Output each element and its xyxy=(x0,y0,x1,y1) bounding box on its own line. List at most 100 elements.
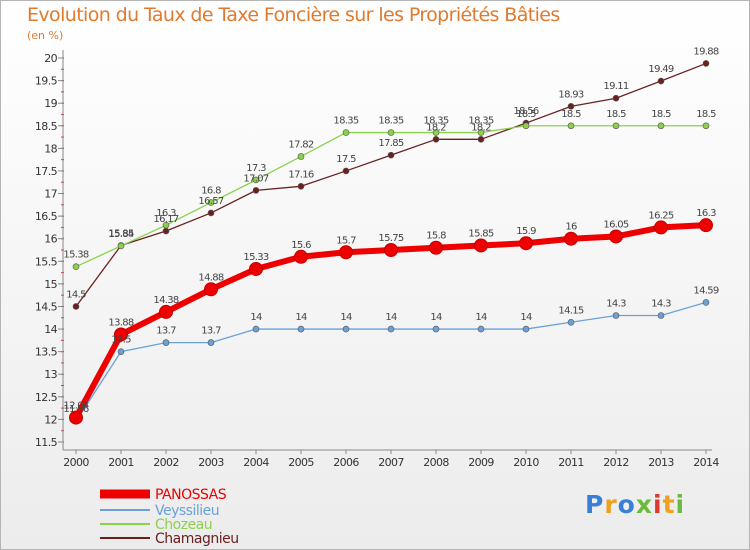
data-label: 18.5 xyxy=(696,109,716,120)
data-point xyxy=(252,187,260,194)
data-label: 16 xyxy=(565,222,577,233)
data-point xyxy=(612,122,620,130)
data-label: 18.2 xyxy=(471,122,491,133)
data-label: 15.85 xyxy=(468,228,493,239)
data-label: 14.5 xyxy=(66,289,86,300)
x-tick-label: 2012 xyxy=(603,456,629,469)
data-label: 17.5 xyxy=(336,154,356,165)
y-tick-label: 17.5 xyxy=(35,165,58,178)
y-tick-label: 16 xyxy=(44,233,57,246)
data-point xyxy=(249,261,263,276)
data-point xyxy=(72,303,80,310)
data-label: 18.5 xyxy=(561,109,581,120)
data-label: 15.85 xyxy=(108,228,133,239)
data-label: 16.17 xyxy=(153,214,178,225)
series-line-chamagnieu xyxy=(75,62,707,308)
y-tick-label: 18 xyxy=(44,142,57,155)
data-label: 12.04 xyxy=(63,401,88,412)
data-label: 13.5 xyxy=(111,335,131,346)
data-label: 19.11 xyxy=(603,81,628,92)
data-point xyxy=(252,176,260,184)
data-point xyxy=(69,410,83,425)
data-label: 14 xyxy=(295,312,307,323)
data-label: 14.3 xyxy=(651,299,671,310)
data-point xyxy=(117,348,125,355)
data-label: 15.33 xyxy=(243,252,268,263)
chart-title: Evolution du Taux de Taxe Foncière sur l… xyxy=(27,4,560,26)
data-label: 14 xyxy=(385,312,397,323)
data-label: 11.96 xyxy=(63,404,88,415)
data-point xyxy=(429,240,443,255)
x-tick-label: 2006 xyxy=(333,456,359,469)
data-point xyxy=(72,263,80,271)
y-tick-label: 12 xyxy=(44,413,57,426)
y-tick-label: 14.5 xyxy=(35,300,58,313)
data-point xyxy=(657,77,665,85)
data-label: 14 xyxy=(520,312,532,323)
data-point xyxy=(387,151,395,159)
data-label: 16.3 xyxy=(156,208,176,219)
data-label: 18.93 xyxy=(558,89,583,100)
data-label: 17.85 xyxy=(378,138,403,149)
data-label: 15.8 xyxy=(426,231,446,242)
data-label: 14 xyxy=(430,312,442,323)
data-label: 14 xyxy=(340,312,352,323)
data-label: 16.57 xyxy=(198,196,223,207)
y-tick-label: 13 xyxy=(44,368,57,381)
data-point xyxy=(654,220,668,235)
data-label: 15.7 xyxy=(336,235,356,246)
data-point xyxy=(339,245,353,260)
x-tick-label: 2013 xyxy=(648,456,674,469)
data-label: 16.05 xyxy=(603,219,628,230)
data-point xyxy=(609,229,623,244)
data-label: 18.35 xyxy=(333,116,358,127)
data-label: 19.88 xyxy=(693,46,718,57)
data-point xyxy=(342,129,350,136)
data-label: 18.5 xyxy=(606,109,626,120)
data-point xyxy=(207,199,215,206)
data-label: 15.9 xyxy=(516,226,536,237)
data-label: 18.5 xyxy=(651,109,671,120)
data-label: 16.8 xyxy=(201,186,221,197)
data-label: 17.16 xyxy=(288,169,313,180)
y-tick-label: 18.5 xyxy=(35,120,58,133)
x-tick-label: 2009 xyxy=(468,456,494,469)
data-point xyxy=(612,94,620,102)
data-label: 14.15 xyxy=(558,305,583,316)
y-tick-label: 13.5 xyxy=(35,346,58,359)
data-label: 13.7 xyxy=(201,326,221,337)
x-tick-label: 2003 xyxy=(198,456,224,469)
data-point xyxy=(477,129,485,136)
x-tick-label: 2002 xyxy=(153,456,179,469)
data-label: 13.88 xyxy=(108,317,133,328)
data-point xyxy=(294,249,308,264)
data-label: 16.25 xyxy=(648,210,673,221)
data-label: 18.35 xyxy=(378,116,403,127)
data-label: 14.3 xyxy=(606,299,626,310)
data-point xyxy=(657,312,665,319)
x-tick-label: 2000 xyxy=(63,456,89,469)
legend-label-veyssilieu: Veyssilieu xyxy=(155,503,219,519)
x-tick-label: 2010 xyxy=(513,456,539,469)
data-label: 17.07 xyxy=(243,173,268,184)
data-point xyxy=(522,122,530,130)
x-tick-label: 2001 xyxy=(108,456,134,469)
y-tick-label: 19 xyxy=(44,97,57,110)
data-point xyxy=(297,153,305,160)
data-point xyxy=(702,299,710,306)
x-tick-label: 2008 xyxy=(423,456,449,469)
data-label: 14.88 xyxy=(198,272,223,283)
y-tick-label: 12.5 xyxy=(35,391,58,404)
data-label: 13.7 xyxy=(156,326,176,337)
data-label: 15.6 xyxy=(291,240,311,251)
data-label: 16.3 xyxy=(696,208,716,219)
data-point xyxy=(699,218,713,233)
y-tick-label: 11.5 xyxy=(35,436,58,449)
data-label: 15.38 xyxy=(63,250,88,261)
chart-subtitle: (en %) xyxy=(27,29,64,42)
data-label: 19.49 xyxy=(648,64,673,75)
data-point xyxy=(522,325,530,333)
data-point xyxy=(252,325,260,333)
